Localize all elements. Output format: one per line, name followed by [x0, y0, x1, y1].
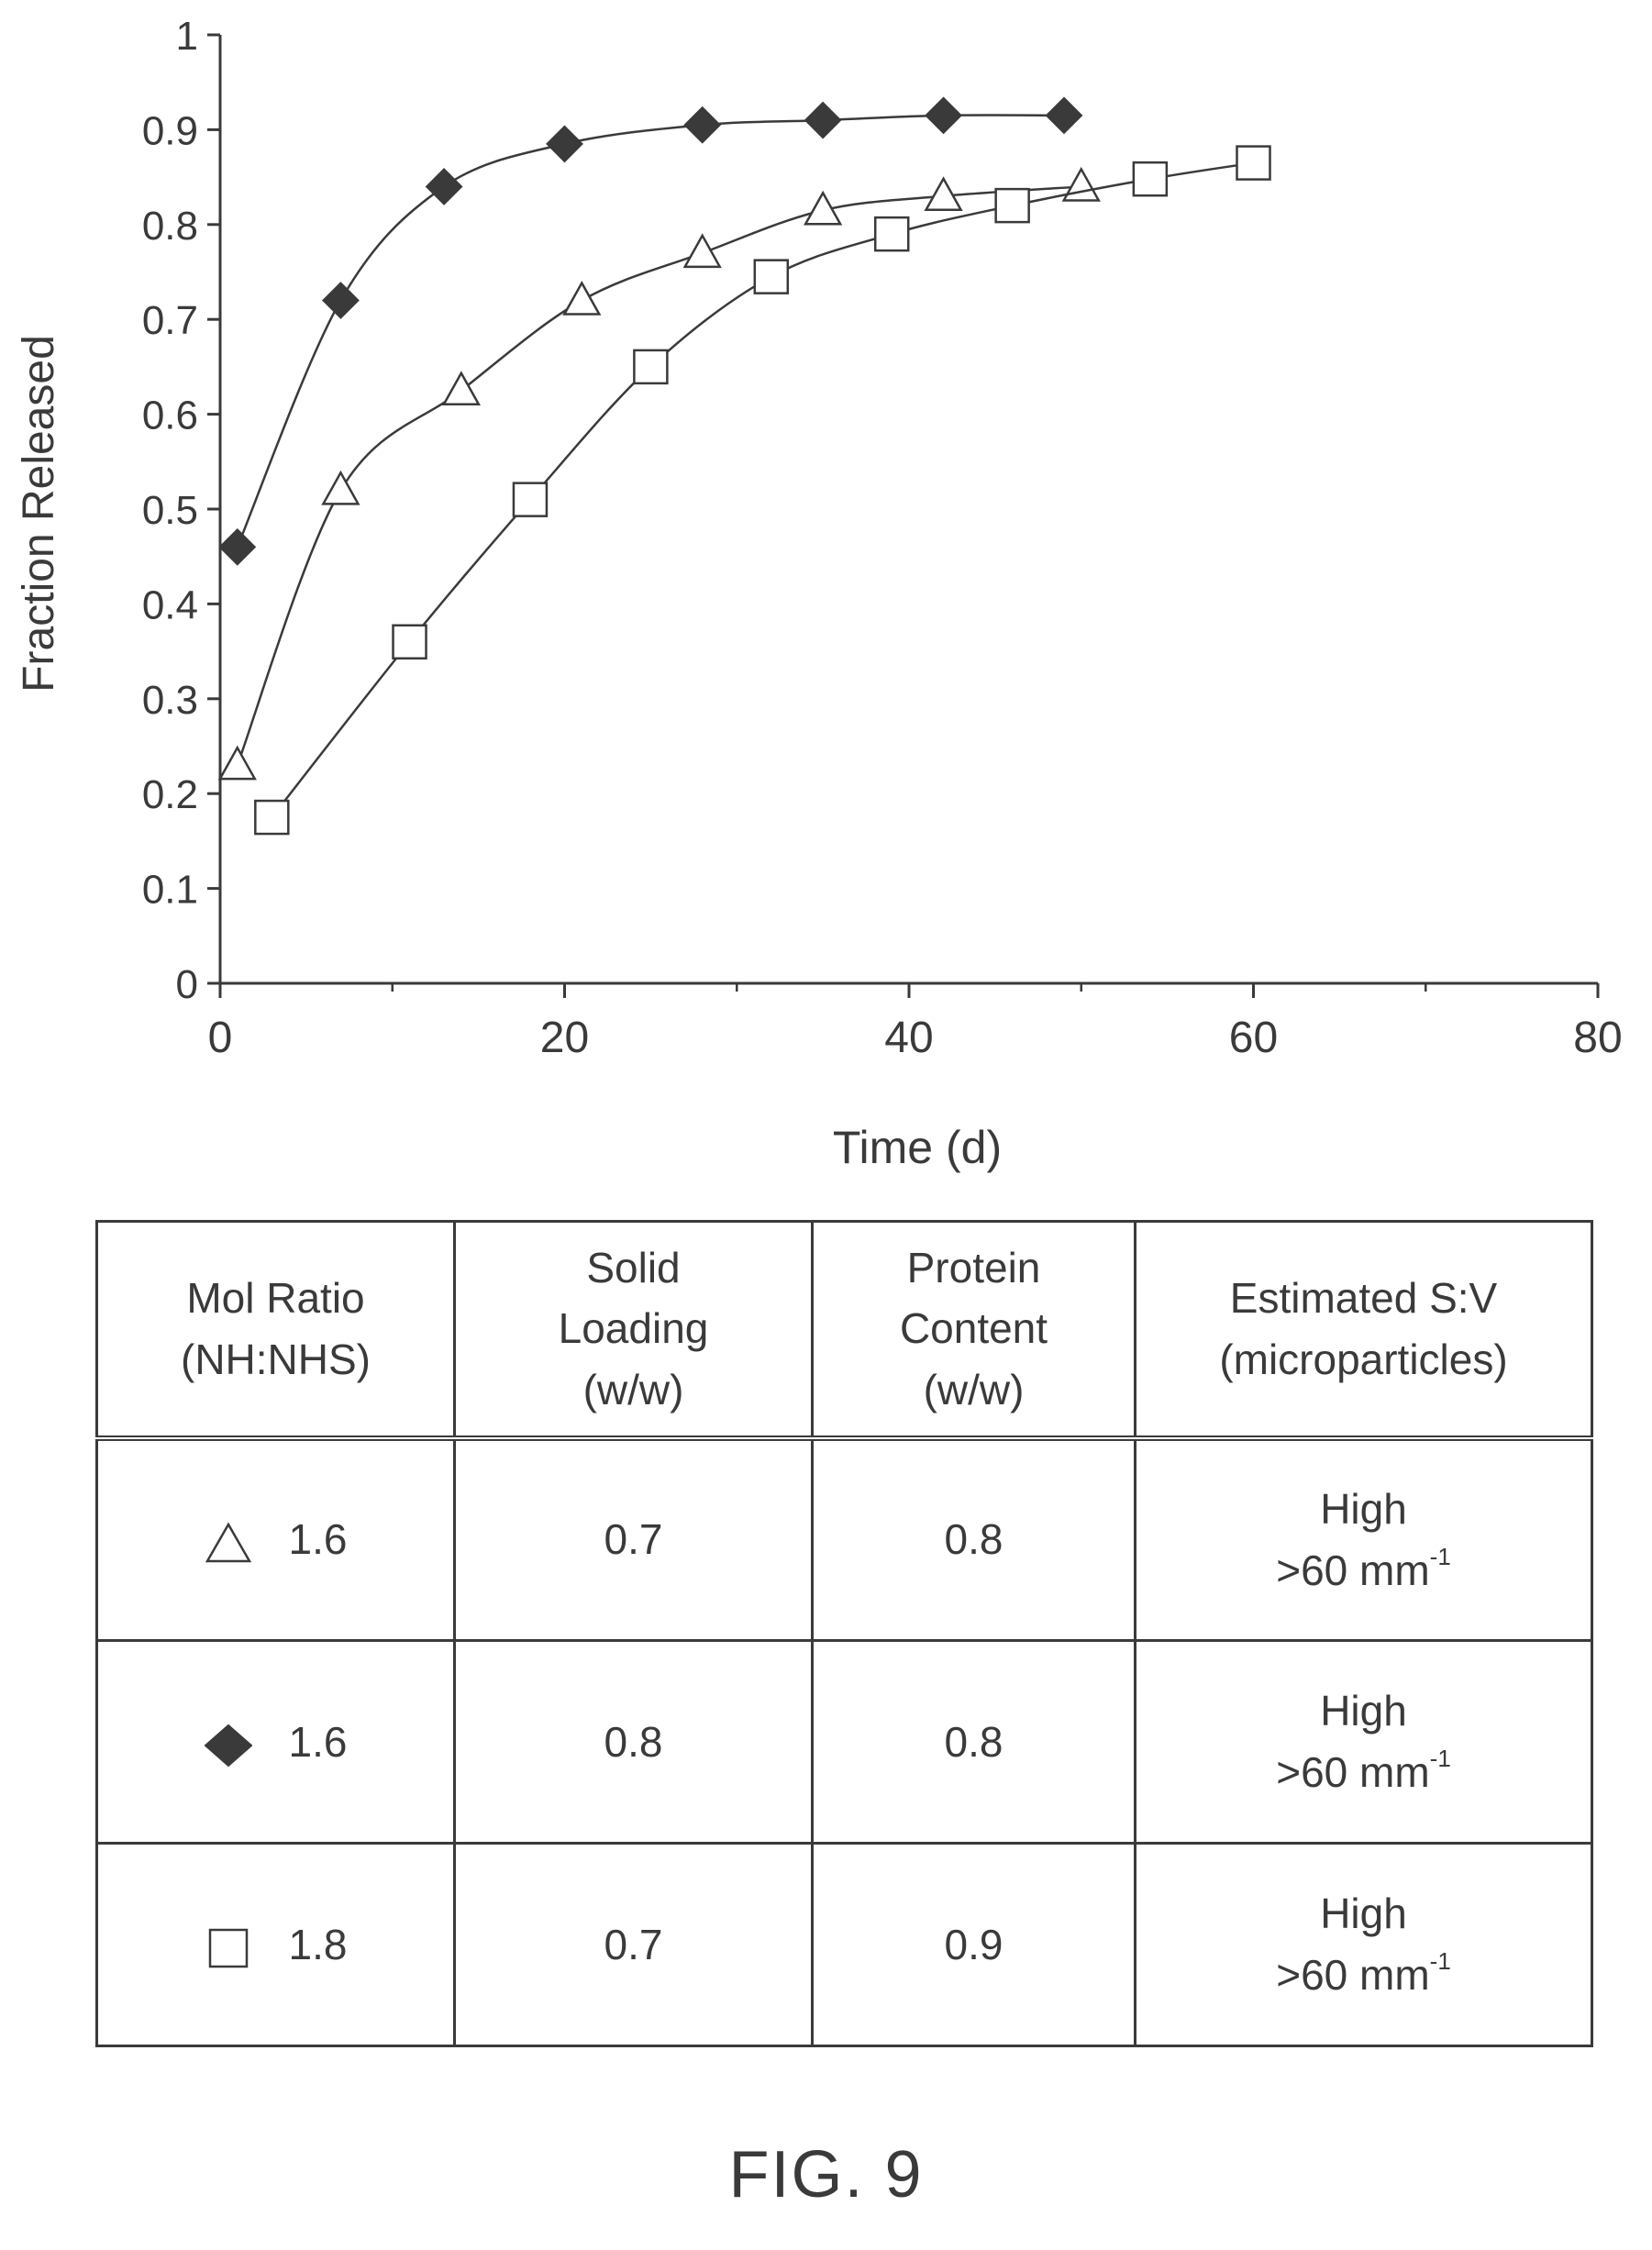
diamond-marker-icon [204, 1724, 252, 1767]
y-axis-label: Fraction Released [15, 335, 63, 693]
mol-ratio-cell: 1.6 [95, 1639, 456, 1845]
sv-cell: High >60 mm-1 [1134, 1436, 1593, 1642]
triangle-point [321, 470, 360, 505]
y-tick-label: 0.9 [142, 108, 198, 153]
triangle-point [1061, 166, 1101, 202]
triangle-point [924, 176, 963, 212]
parameters-table: Mol Ratio (NH:NHS) Solid Loading (w/w) P… [95, 1220, 1593, 2047]
x-tick-label: 20 [540, 1014, 589, 1062]
triangle-point [562, 280, 602, 316]
figure-label: FIG. 9 [728, 2138, 924, 2211]
x-tick-label: 80 [1573, 1014, 1622, 1062]
y-tick-label: 0.7 [142, 298, 198, 343]
diamond-series-line [236, 114, 1064, 548]
mol-ratio-cell: 1.8 [95, 1842, 456, 2047]
square-point [254, 799, 290, 836]
square-point [873, 216, 910, 252]
triangle-point [682, 233, 722, 269]
solid-loading-cell: 0.7 [453, 1842, 814, 2047]
square-marker-icon [208, 1928, 248, 1967]
y-tick-label: 0.5 [142, 488, 198, 533]
y-tick-label: 0 [176, 962, 198, 1007]
triangle-point [217, 745, 257, 781]
y-tick-label: 0.2 [142, 772, 198, 817]
triangle-marker-icon [205, 1522, 251, 1563]
square-point [512, 482, 549, 517]
protein-content-cell: 0.9 [811, 1842, 1136, 2047]
triangle-point [441, 371, 481, 405]
header-solid-loading: Solid Loading (w/w) [453, 1220, 814, 1441]
table-header-row: Mol Ratio (NH:NHS) Solid Loading (w/w) P… [95, 1220, 1593, 1441]
y-tick-label: 0.6 [142, 393, 198, 438]
chart-axes: 0 20 40 60 80 0 0.1 0.2 0.3 0.4 0.5 0.6 0.7 0.8 0.9 1 [142, 14, 1623, 1062]
x-axis-label: Time (d) [833, 1122, 1002, 1173]
y-tick-label: 0.8 [142, 204, 198, 249]
chart-series [217, 96, 1271, 836]
y-tick-label: 0.4 [142, 582, 198, 627]
diamond-point [218, 527, 257, 566]
header-mol-ratio: Mol Ratio (NH:NHS) [95, 1220, 456, 1441]
solid-loading-cell: 0.8 [453, 1639, 814, 1845]
header-protein-content: Protein Content (w/w) [811, 1220, 1136, 1441]
table-row: 1.6 0.7 0.8 High >60 mm-1 [95, 1436, 1593, 1642]
square-point [633, 349, 669, 385]
mol-ratio-cell: 1.6 [95, 1436, 456, 1642]
table-row: 1.8 0.7 0.9 High >60 mm-1 [95, 1842, 1593, 2047]
diamond-point [804, 101, 842, 139]
x-tick-label: 0 [208, 1014, 233, 1062]
header-estimated-sv: Estimated S:V (microparticles) [1134, 1220, 1593, 1441]
diamond-point [1045, 96, 1083, 135]
sv-cell: High >60 mm-1 [1134, 1842, 1593, 2047]
y-tick-label: 1 [176, 14, 198, 59]
table-row: 1.6 0.8 0.8 High >60 mm-1 [95, 1639, 1593, 1845]
y-tick-label: 0.3 [142, 678, 198, 723]
square-point [1132, 161, 1169, 197]
diamond-point [322, 282, 360, 319]
release-chart: 0 20 40 60 80 0 0.1 0.2 0.3 0.4 0.5 0.6 0.7 0.8 0.9 1 F… [15, 14, 1623, 1173]
triangle-series-line [236, 185, 1081, 766]
triangle-point [803, 190, 843, 226]
square-point [753, 259, 790, 294]
x-tick-label: 60 [1229, 1014, 1278, 1062]
square-point [1236, 145, 1271, 181]
solid-loading-cell: 0.7 [453, 1436, 814, 1642]
diamond-point [425, 168, 463, 205]
x-tick-label: 40 [884, 1014, 933, 1062]
diamond-point [925, 96, 962, 135]
protein-content-cell: 0.8 [811, 1639, 1136, 1845]
protein-content-cell: 0.8 [811, 1436, 1136, 1642]
sv-cell: High >60 mm-1 [1134, 1639, 1593, 1845]
diamond-point [683, 105, 722, 144]
square-point [994, 187, 1030, 224]
diamond-point [546, 125, 583, 163]
y-tick-label: 0.1 [142, 868, 198, 913]
square-point [392, 624, 427, 660]
